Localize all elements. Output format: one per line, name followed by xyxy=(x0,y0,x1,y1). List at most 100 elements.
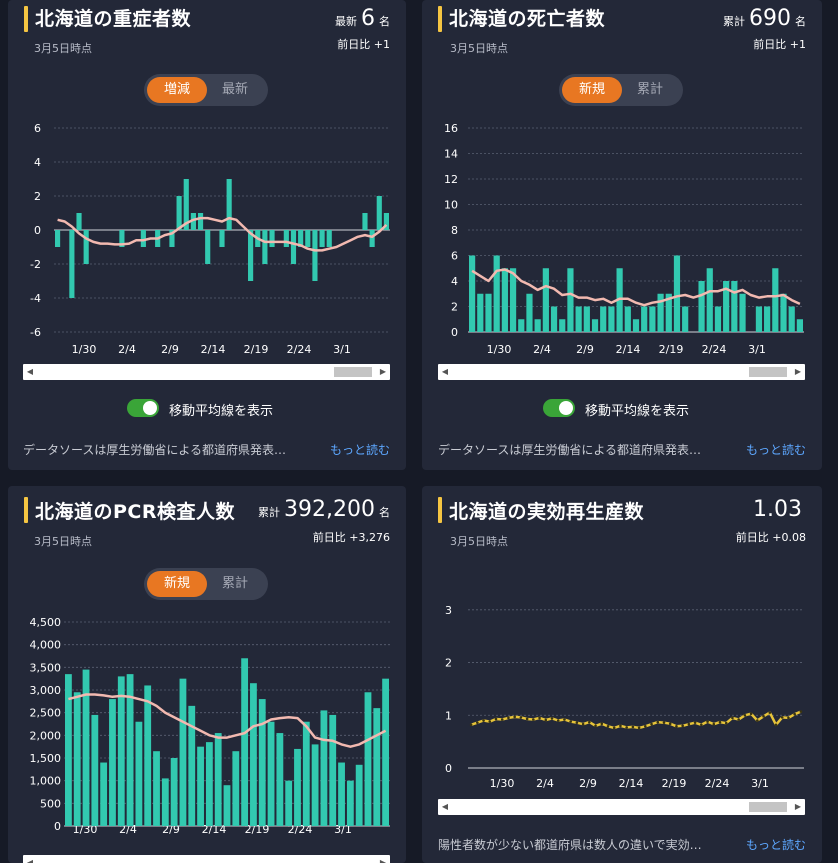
y-tick-label: 14 xyxy=(444,148,458,161)
title-accent xyxy=(438,6,442,32)
x-tick-label: 2/9 xyxy=(161,343,179,356)
bar xyxy=(534,319,541,332)
bar xyxy=(82,669,90,826)
bar xyxy=(285,780,293,826)
scroll-left-arrow[interactable]: ◀ xyxy=(441,367,449,376)
rt-point xyxy=(575,721,579,724)
scroll-left-arrow[interactable]: ◀ xyxy=(26,367,34,376)
chart-scrollbar[interactable]: ◀ ▶ xyxy=(438,799,805,815)
y-tick-label: 8 xyxy=(451,224,458,237)
card-title: 北海道の死亡者数 xyxy=(449,8,606,30)
tab-new[interactable]: 新規 xyxy=(562,77,622,103)
y-tick-label: 10 xyxy=(444,199,458,212)
x-tick-label: 2/14 xyxy=(202,823,227,836)
moving-average-switch[interactable] xyxy=(543,399,575,417)
bar xyxy=(600,306,607,332)
bar xyxy=(509,268,517,332)
y-tick-label: 6 xyxy=(34,122,41,135)
tab-latest[interactable]: 最新 xyxy=(221,82,248,97)
scroll-right-arrow[interactable]: ▶ xyxy=(379,858,387,863)
scroll-thumb[interactable] xyxy=(749,802,787,812)
scroll-right-arrow[interactable]: ▶ xyxy=(794,367,802,376)
x-tick-label: 2/14 xyxy=(201,343,226,356)
x-tick-label: 3/1 xyxy=(334,823,352,836)
x-tick-label: 2/9 xyxy=(579,777,597,790)
tab-cumulative[interactable]: 累計 xyxy=(221,576,248,591)
read-more-link[interactable]: もっと読む xyxy=(329,443,390,457)
bar xyxy=(312,230,318,281)
scroll-right-arrow[interactable]: ▶ xyxy=(794,802,802,811)
severe-cases-card: 北海道の重症者数 最新 6 名 3月5日時点 前日比 +1 増減 最新 6 4 2 0 -2… xyxy=(8,0,406,470)
bar xyxy=(649,306,656,332)
rt-point xyxy=(550,717,554,720)
chart-scrollbar[interactable]: ◀ ▶ xyxy=(23,364,390,380)
bar xyxy=(326,230,332,247)
bar xyxy=(714,306,722,332)
x-tick-label: 2/19 xyxy=(662,777,687,790)
bar xyxy=(311,744,319,826)
bar xyxy=(657,293,664,332)
bar xyxy=(190,213,196,230)
rt-point xyxy=(588,720,591,724)
bar xyxy=(383,213,389,230)
bar xyxy=(232,751,240,826)
rt-point xyxy=(718,720,722,724)
bar xyxy=(559,319,566,332)
scroll-left-arrow[interactable]: ◀ xyxy=(441,802,449,811)
bar xyxy=(76,213,82,230)
severe-cases-chart: 6 4 2 0 -2 -4 -6 1/30 2/4 2/9 2/14 2/19 2/24 3/1 xyxy=(30,122,390,356)
y-tick-label: 500 xyxy=(40,797,61,810)
y-tick-label: 3 xyxy=(445,604,452,617)
bar xyxy=(91,714,99,826)
chart-scrollbar[interactable]: ◀ ▶ xyxy=(23,855,390,863)
bar xyxy=(161,778,169,826)
bar xyxy=(290,230,297,264)
rt-point xyxy=(644,725,647,728)
y-tick-label: 2 xyxy=(445,657,452,670)
y-tick-label: 4,500 xyxy=(30,616,62,629)
moving-average-toggle-row: 移動平均線を表示 xyxy=(543,399,743,419)
x-tick-label: 1/30 xyxy=(487,343,512,356)
scroll-thumb[interactable] xyxy=(749,367,787,377)
title-accent xyxy=(24,6,28,32)
tab-new[interactable]: 新規 xyxy=(147,571,207,597)
card-title: 北海道のPCR検査人数 xyxy=(35,501,235,523)
y-tick-label: 12 xyxy=(444,173,458,186)
bar xyxy=(698,281,705,332)
rt-point xyxy=(612,726,616,730)
deaths-card: 北海道の死亡者数 累計 690 名 3月5日時点 前日比 +1 新規 累計 16 14… xyxy=(422,0,822,470)
tab-change[interactable]: 増減 xyxy=(147,77,207,103)
y-tick-label: 2,000 xyxy=(30,729,62,742)
rt-point xyxy=(687,722,691,726)
x-tick-label: 2/24 xyxy=(705,777,730,790)
y-tick-label: 1,500 xyxy=(30,752,62,765)
bar xyxy=(269,230,275,247)
y-tick-label: 0 xyxy=(54,820,61,833)
rt-point xyxy=(700,723,703,727)
x-tick-label: 2/24 xyxy=(288,823,313,836)
bar xyxy=(169,230,175,247)
rt-point xyxy=(756,719,759,722)
rt-point xyxy=(656,720,660,724)
bar xyxy=(176,196,182,230)
rt-point xyxy=(675,725,678,728)
scroll-right-arrow[interactable]: ▶ xyxy=(379,367,387,376)
scroll-thumb[interactable] xyxy=(334,367,372,377)
bar xyxy=(382,678,389,826)
day-diff: 前日比 +3,276 xyxy=(312,531,390,544)
scroll-left-arrow[interactable]: ◀ xyxy=(26,858,34,863)
view-toggle: 増減 最新 xyxy=(144,74,268,106)
moving-average-switch[interactable] xyxy=(127,399,159,417)
moving-average-label: 移動平均線を表示 xyxy=(585,404,690,419)
bar xyxy=(550,306,558,332)
chart-scrollbar[interactable]: ◀ ▶ xyxy=(438,364,805,380)
bar xyxy=(518,319,525,332)
tab-cumulative[interactable]: 累計 xyxy=(636,82,663,97)
bar xyxy=(362,213,368,230)
read-more-link[interactable]: もっと読む xyxy=(745,443,806,457)
bar xyxy=(755,306,763,332)
rt-chart: 3 2 1 0 1/30 2/4 2/9 2/14 2/19 2/24 3/1 xyxy=(445,604,804,790)
rt-point xyxy=(538,716,541,720)
read-more-link[interactable]: もっと読む xyxy=(745,838,806,852)
bar xyxy=(73,692,81,826)
